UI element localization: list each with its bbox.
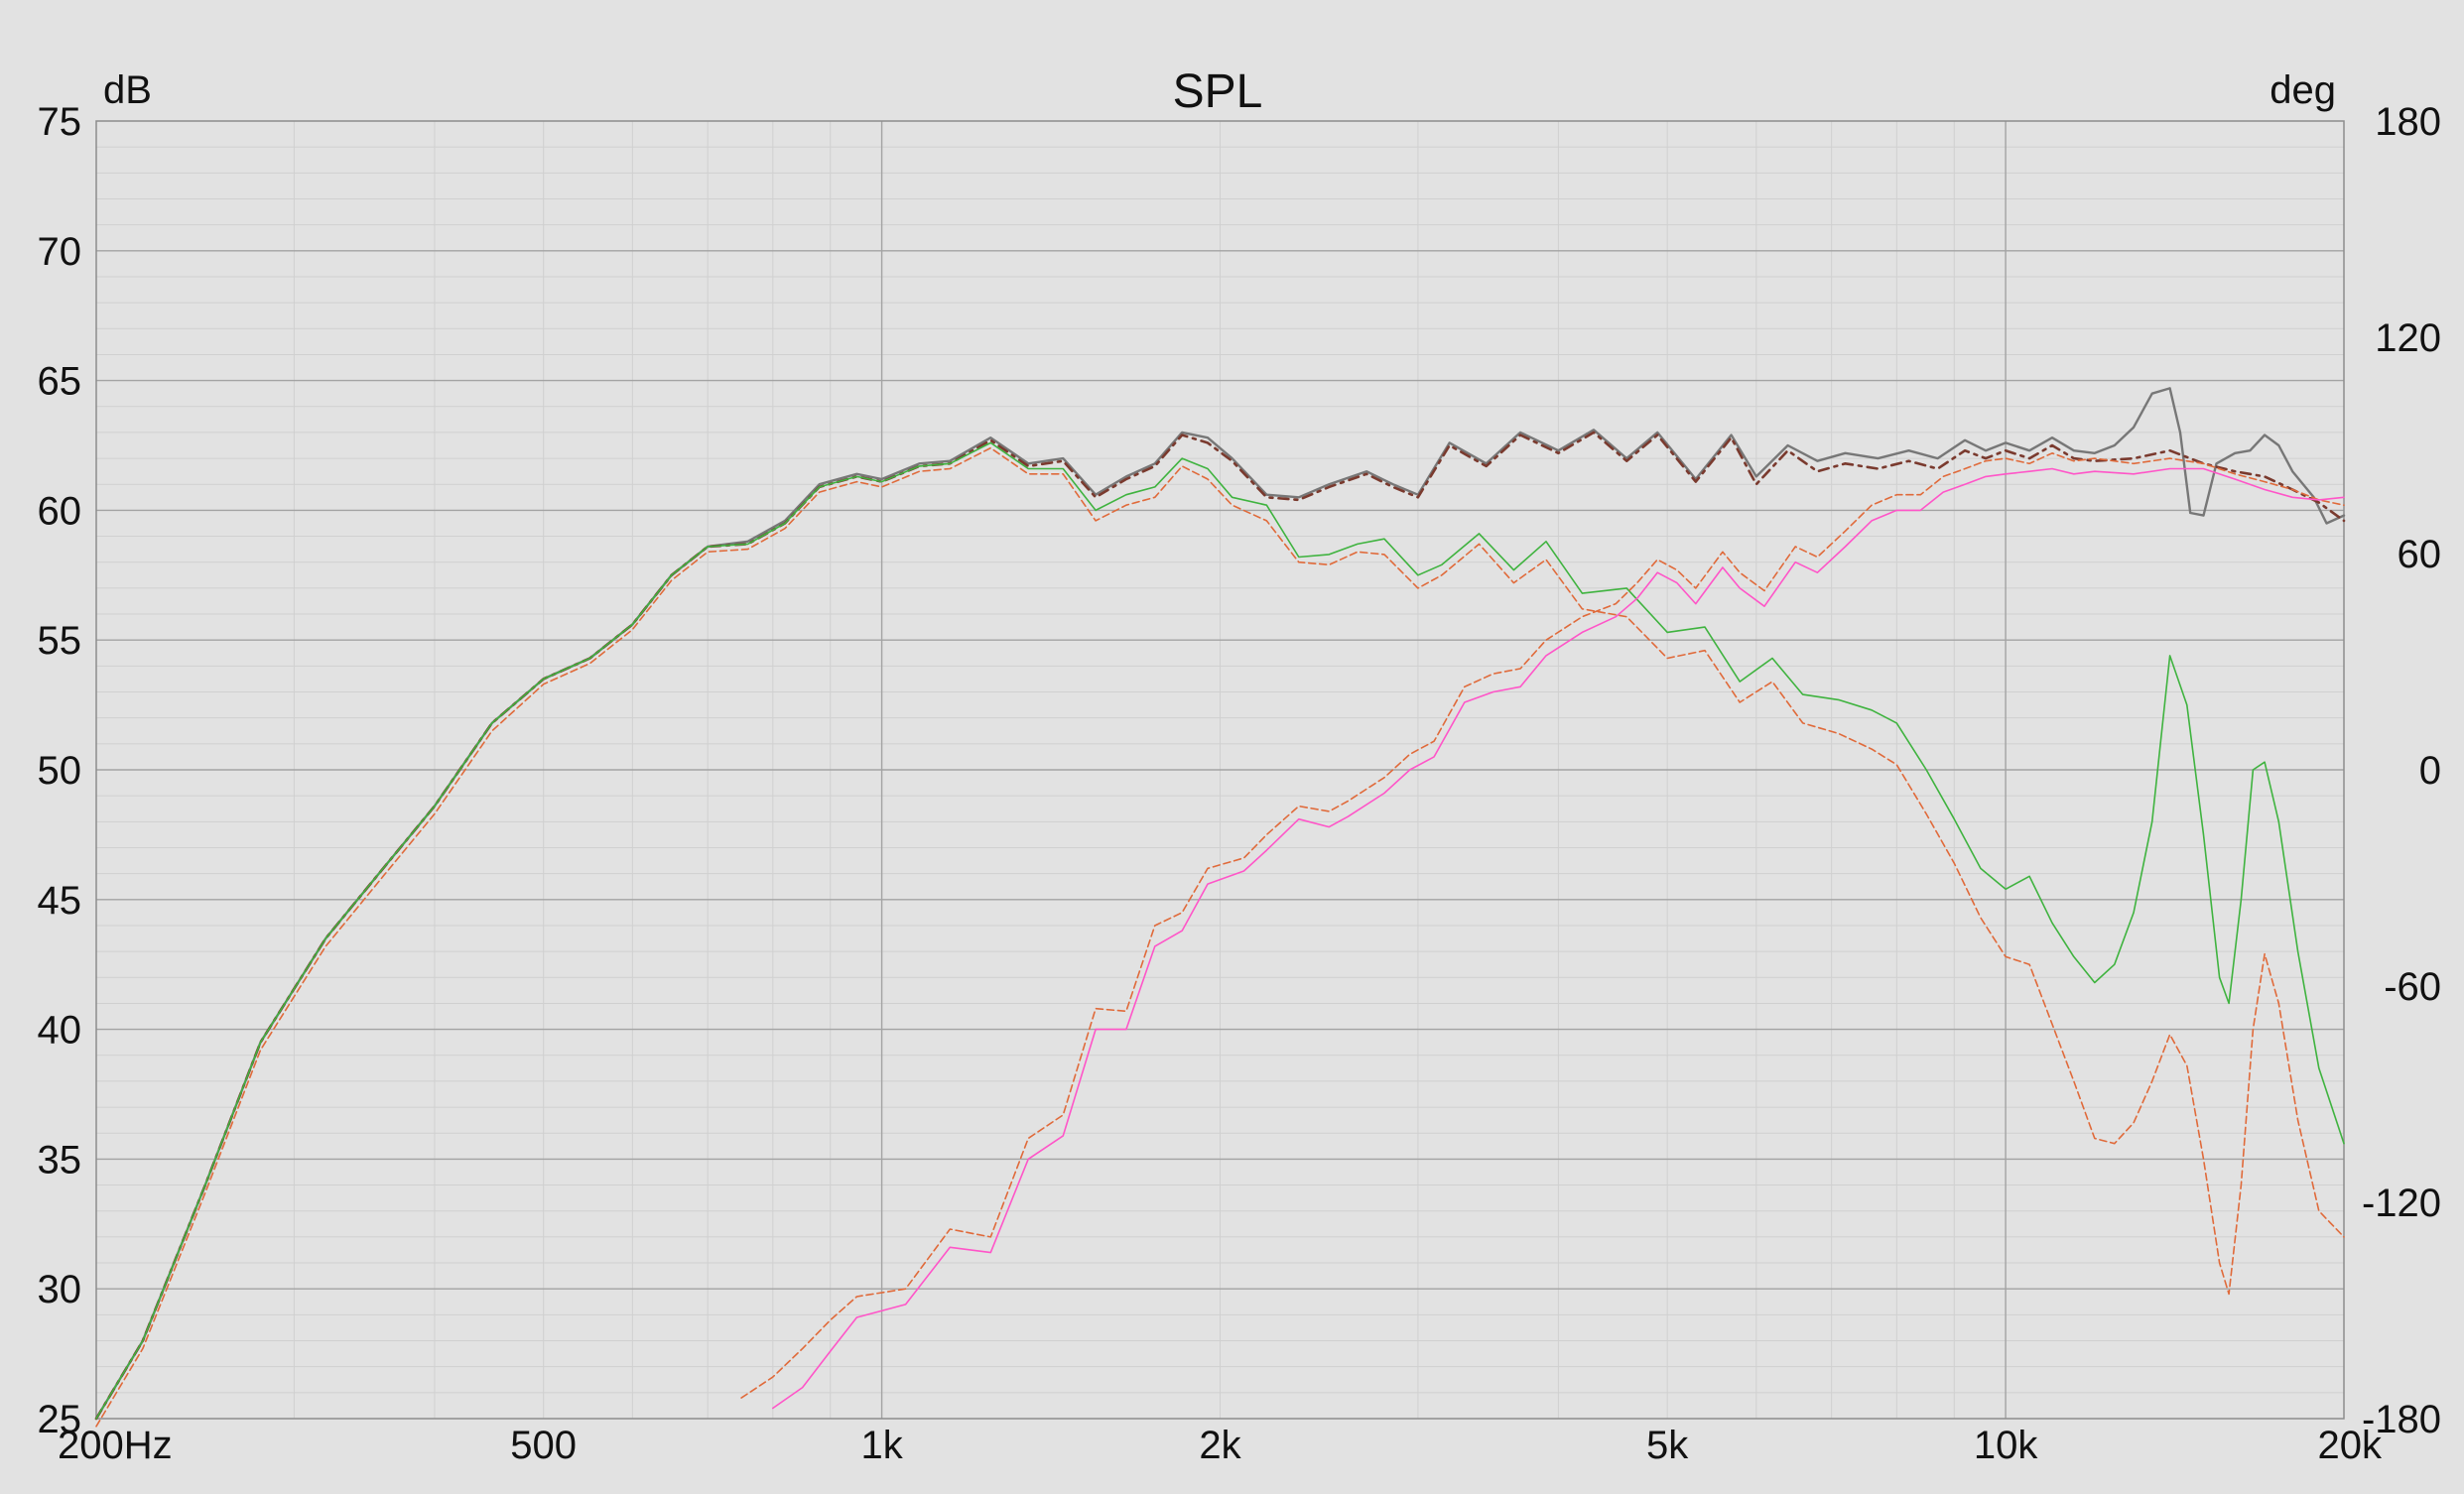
y-tick-label: 45 bbox=[38, 879, 82, 923]
series-layer bbox=[94, 387, 2346, 1428]
series-line-4 bbox=[95, 446, 2345, 1428]
y2-tick-label: -120 bbox=[2362, 1182, 2441, 1225]
y-tick-label: 35 bbox=[38, 1138, 82, 1182]
series-line-6 bbox=[772, 467, 2345, 1410]
x-tick-label: 200Hz bbox=[58, 1424, 173, 1467]
major-grid bbox=[96, 121, 2344, 1419]
y2-tick-label: -180 bbox=[2362, 1398, 2441, 1441]
y-tick-label: 70 bbox=[38, 230, 82, 274]
y-axis-unit: dB bbox=[103, 68, 152, 112]
y2-axis-unit: deg bbox=[2269, 68, 2336, 112]
x-tick-label: 5k bbox=[1646, 1424, 1689, 1467]
y-tick-label: 65 bbox=[38, 360, 82, 404]
y-tick-label: 55 bbox=[38, 619, 82, 663]
x-tick-label: 20k bbox=[2318, 1424, 2383, 1467]
series-line-3 bbox=[95, 441, 2345, 1420]
y2-tick-label: -60 bbox=[2384, 965, 2441, 1009]
plot-frame bbox=[95, 120, 2345, 1420]
y-tick-label: 60 bbox=[38, 489, 82, 533]
chart-title: SPL bbox=[1173, 65, 1263, 118]
y2-tick-label: 0 bbox=[2419, 749, 2441, 793]
y-tick-label: 75 bbox=[38, 100, 82, 144]
x-tick-label: 1k bbox=[860, 1424, 903, 1467]
x-tick-label: 10k bbox=[1974, 1424, 2038, 1467]
x-tick-label: 2k bbox=[1199, 1424, 1241, 1467]
x-tick-label: 500 bbox=[510, 1424, 577, 1467]
y-tick-label: 40 bbox=[38, 1009, 82, 1053]
y-tick-label: 50 bbox=[38, 749, 82, 793]
y-tick-label: 30 bbox=[38, 1268, 82, 1311]
series-line-5 bbox=[740, 452, 2345, 1399]
y2-tick-label: 120 bbox=[2375, 316, 2441, 360]
y-tick-label: 25 bbox=[38, 1398, 82, 1441]
label-layer: SPL dB deg 75 70 65 60 55 50 45 40 35 30 25 180 120 6… bbox=[38, 65, 2442, 1467]
y2-tick-label: 60 bbox=[2398, 533, 2442, 576]
y2-tick-label: 180 bbox=[2375, 100, 2441, 144]
